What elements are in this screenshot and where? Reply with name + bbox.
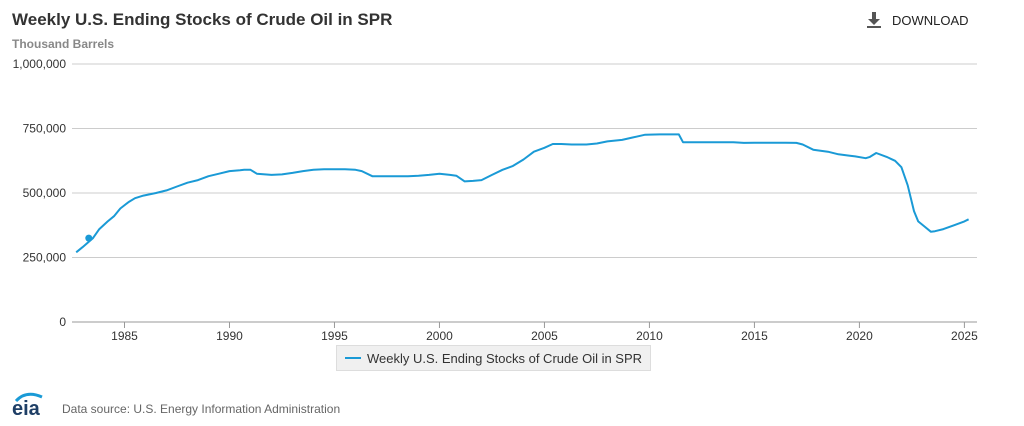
legend-item[interactable]: Weekly U.S. Ending Stocks of Crude Oil i… [336, 345, 651, 371]
logo-text: eia [12, 398, 40, 420]
units-label: Thousand Barrels [12, 37, 115, 51]
y-tick-label: 0 [59, 315, 66, 329]
download-icon [866, 12, 882, 28]
series-line [75, 133, 970, 254]
data-point-marker [85, 234, 93, 242]
download-label: DOWNLOAD [892, 12, 969, 28]
x-tick-label: 1990 [216, 329, 243, 343]
y-tick-label: 250,000 [23, 251, 67, 265]
y-tick-label: 1,000,000 [13, 57, 67, 71]
eia-logo-icon: eia [12, 392, 48, 420]
data-source-text: Data source: U.S. Energy Information Adm… [62, 402, 341, 416]
x-tick-label: 2005 [531, 329, 558, 343]
y-tick-label: 750,000 [23, 122, 67, 136]
download-button[interactable]: DOWNLOAD [866, 12, 969, 28]
x-tick-label: 2000 [426, 329, 453, 343]
chart-title: Weekly U.S. Ending Stocks of Crude Oil i… [12, 10, 393, 29]
legend-swatch [345, 357, 361, 359]
x-tick-label: 2010 [636, 329, 663, 343]
x-tick-label: 1995 [321, 329, 348, 343]
x-tick-label: 2020 [846, 329, 873, 343]
legend-label: Weekly U.S. Ending Stocks of Crude Oil i… [367, 350, 643, 366]
x-tick-label: 2015 [741, 329, 768, 343]
y-tick-label: 500,000 [23, 186, 67, 200]
footer: eia Data source: U.S. Energy Information… [12, 392, 340, 420]
x-tick-label: 2025 [951, 329, 978, 343]
x-tick-label: 1985 [111, 329, 138, 343]
